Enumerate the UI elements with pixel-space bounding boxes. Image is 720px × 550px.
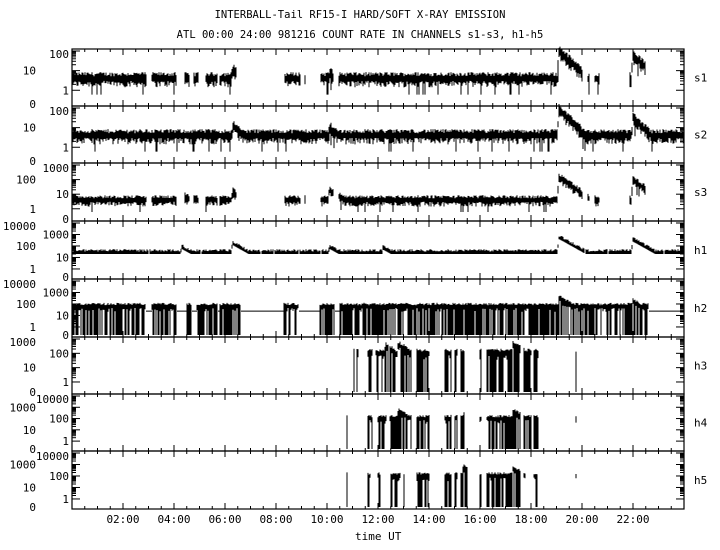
y-tick-label-h5: 1000: [10, 458, 37, 471]
trace-h5: [346, 464, 577, 507]
y-tick-label-s1: 0: [29, 98, 36, 111]
channel-label-h1: h1: [694, 244, 707, 257]
y-tick-label-h2: 10: [56, 309, 69, 322]
trace-h3: [353, 341, 577, 392]
x-tick-label: 18:00: [514, 513, 547, 526]
x-tick-label: 04:00: [157, 513, 190, 526]
y-tick-label-h2: 0: [62, 329, 69, 342]
y-tick-label-h4: 0: [29, 443, 36, 456]
y-tick-label-s2: 100: [49, 105, 69, 118]
y-tick-label-h1: 100: [16, 240, 36, 253]
y-tick-label-s3: 100: [16, 174, 36, 187]
trace-s2: [72, 104, 684, 152]
y-tick-label-h3: 10: [23, 362, 36, 375]
x-tick-label: 14:00: [412, 513, 445, 526]
trace-h2: [72, 295, 684, 335]
y-tick-label-h2: 10000: [3, 278, 36, 291]
y-tick-label-h3: 1: [62, 376, 69, 389]
channel-label-s2: s2: [694, 129, 707, 142]
y-tick-label-h1: 1: [29, 263, 36, 276]
y-tick-label-s1: 10: [23, 65, 36, 78]
trace-s3: [72, 173, 646, 212]
panel-frame-h4: [71, 393, 685, 452]
y-tick-label-s2: 0: [29, 155, 36, 168]
y-tick-label-h5: 10000: [36, 450, 69, 463]
y-tick-label-h1: 10: [56, 251, 69, 264]
y-tick-label-h1: 0: [62, 271, 69, 284]
x-tick-label: 20:00: [565, 513, 598, 526]
channel-label-h2: h2: [694, 302, 707, 315]
y-tick-label-s3: 10: [56, 188, 69, 201]
x-axis-label: time UT: [355, 530, 402, 543]
y-tick-label-h3: 1000: [10, 336, 37, 349]
x-tick-label: 22:00: [616, 513, 649, 526]
y-tick-label-h2: 100: [16, 298, 36, 311]
y-tick-label-s2: 10: [23, 122, 36, 135]
x-tick-label: 12:00: [361, 513, 394, 526]
channel-label-h4: h4: [694, 417, 708, 430]
y-tick-label-s1: 1: [62, 84, 69, 97]
x-tick-label: 06:00: [208, 513, 241, 526]
y-tick-label-h4: 1000: [10, 401, 37, 414]
chart-title: INTERBALL-Tail RF15-I HARD/SOFT X-RAY EM…: [214, 9, 506, 21]
x-tick-label: 10:00: [310, 513, 343, 526]
y-tick-label-h5: 10: [23, 481, 36, 494]
channel-label-s1: s1: [694, 72, 707, 85]
panel-frame-h5: [71, 450, 685, 510]
y-tick-label-h3: 100: [49, 347, 69, 360]
y-tick-label-h3: 0: [29, 386, 36, 399]
y-tick-label-s1: 100: [49, 48, 69, 61]
trace-h4: [346, 408, 577, 449]
channel-label-h5: h5: [694, 474, 707, 487]
y-tick-label-h1: 10000: [3, 220, 36, 233]
y-tick-label-h4: 10000: [36, 393, 69, 406]
trace-h1: [72, 236, 684, 254]
channel-label-h3: h3: [694, 360, 707, 373]
y-tick-label-h2: 1000: [43, 286, 70, 299]
y-tick-label-h1: 1000: [43, 228, 70, 241]
y-tick-label-h5: 1: [62, 493, 69, 506]
y-tick-label-h5: 0: [29, 501, 36, 514]
panel-frame-h1: [71, 220, 685, 280]
x-tick-label: 16:00: [463, 513, 496, 526]
y-tick-label-h5: 100: [49, 470, 69, 483]
y-tick-label-h4: 1: [62, 435, 69, 448]
y-tick-label-s3: 0: [62, 213, 69, 226]
y-tick-label-s2: 1: [62, 141, 69, 154]
y-tick-label-s3: 1: [29, 203, 36, 216]
y-tick-label-h4: 100: [49, 413, 69, 426]
y-tick-label-h4: 10: [23, 424, 36, 437]
chart-subtitle: ATL 00:00 24:00 981216 COUNT RATE IN CHA…: [176, 29, 544, 41]
y-tick-label-s3: 1000: [43, 162, 70, 175]
y-tick-label-h2: 1: [29, 321, 36, 334]
x-tick-label: 08:00: [259, 513, 292, 526]
trace-s1: [72, 46, 646, 95]
channel-label-s3: s3: [694, 186, 707, 199]
panel-frame-s3: [71, 162, 685, 222]
x-tick-label: 02:00: [106, 513, 139, 526]
